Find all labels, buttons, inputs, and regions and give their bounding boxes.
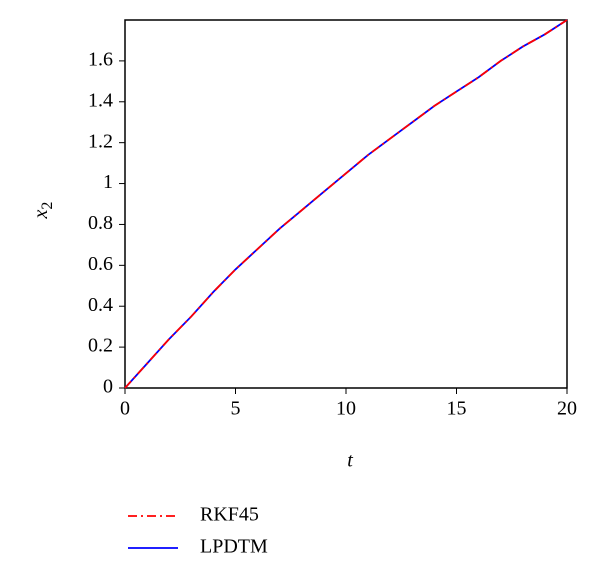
y-tick-label: 0.8 bbox=[88, 212, 113, 234]
plot-frame bbox=[124, 19, 568, 389]
y-axis-label-base: x bbox=[30, 209, 52, 219]
y-tick-label: 0 bbox=[103, 376, 113, 398]
y-axis-label: x2 bbox=[30, 202, 56, 220]
y-tick-label: 0.4 bbox=[88, 294, 113, 316]
x-axis-label: t bbox=[347, 450, 353, 472]
y-tick-label: 0.2 bbox=[88, 335, 113, 357]
y-tick-label: 1.4 bbox=[88, 89, 113, 111]
series-line bbox=[124, 19, 568, 389]
x-tick-label: 0 bbox=[120, 398, 130, 420]
legend-label: LPDTM bbox=[200, 536, 268, 558]
y-tick-label: 1.2 bbox=[88, 130, 113, 152]
x-tick-label: 10 bbox=[336, 398, 356, 420]
y-tick-label: 1 bbox=[103, 171, 113, 193]
series-line bbox=[124, 19, 568, 389]
x-tick-label: 5 bbox=[231, 398, 241, 420]
y-tick-label: 0.6 bbox=[88, 253, 113, 275]
x-tick-label: 15 bbox=[447, 398, 467, 420]
y-axis-label-sub: 2 bbox=[39, 202, 56, 210]
y-tick-label: 1.6 bbox=[88, 48, 113, 70]
x-tick-label: 20 bbox=[557, 398, 577, 420]
legend-label: RKF45 bbox=[200, 504, 259, 526]
